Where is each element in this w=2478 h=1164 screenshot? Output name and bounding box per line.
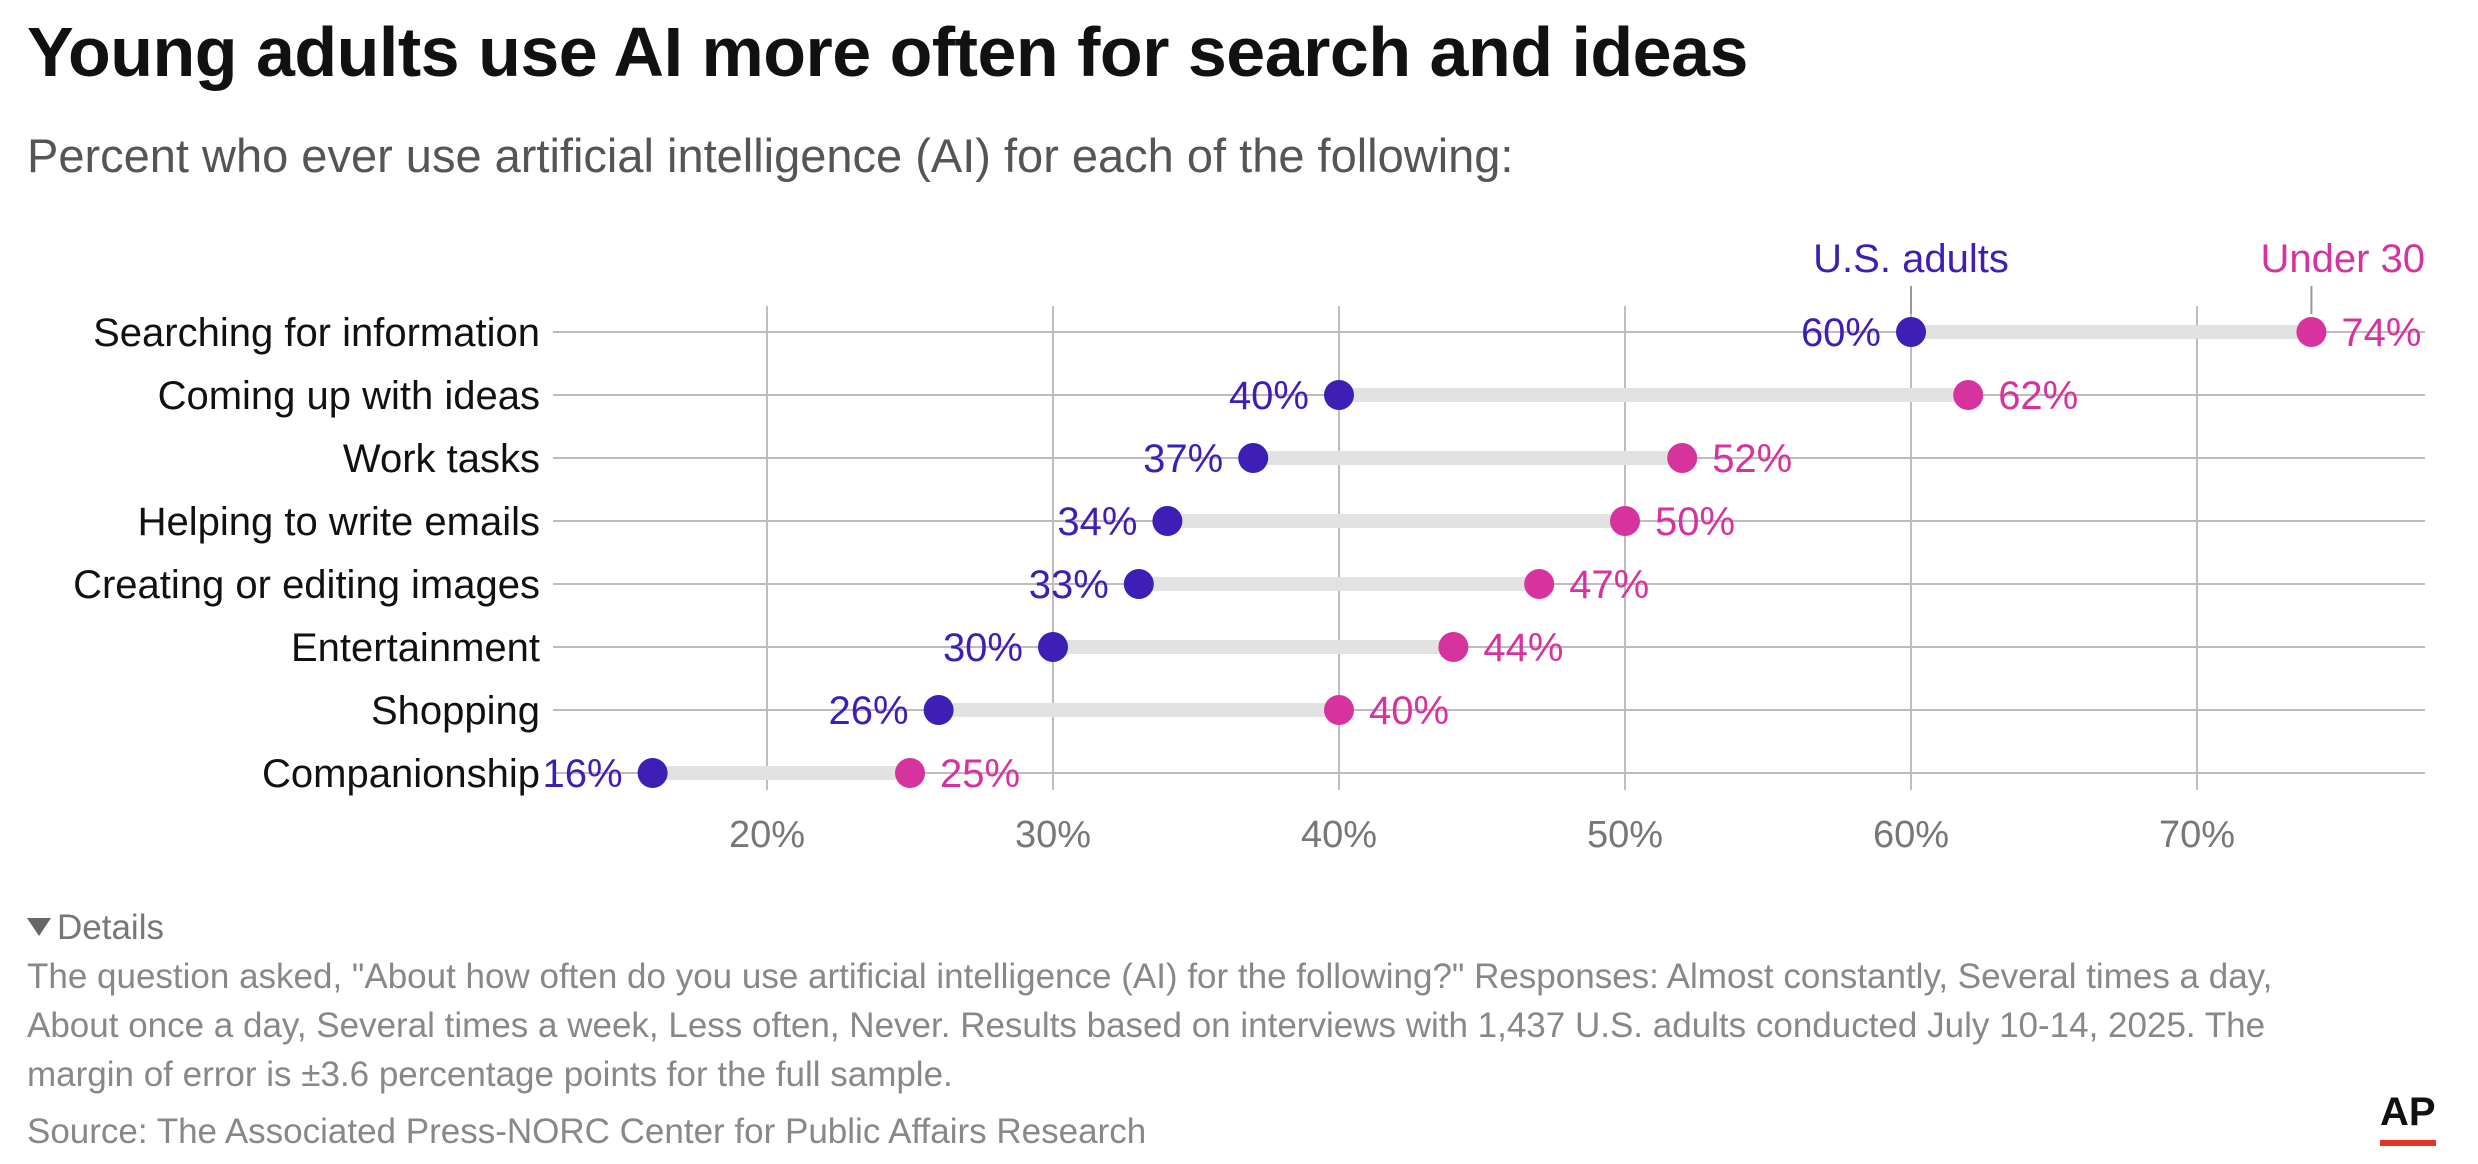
us-adults-dot [1152, 506, 1183, 536]
us-adults-dot [1123, 569, 1154, 599]
triangle-down-icon [27, 918, 51, 936]
x-tick-label: 40% [1301, 814, 1377, 856]
chart-title: Young adults use AI more often for searc… [27, 13, 1748, 91]
us-adults-value-label: 30% [943, 626, 1023, 670]
details-label: Details [57, 908, 164, 947]
us-adults-value-label: 37% [1143, 437, 1223, 481]
ap-logo-underline [2380, 1140, 2436, 1146]
series-label-us-adults: U.S. adults [1813, 237, 2009, 281]
under-30-dot [1324, 695, 1354, 725]
under-30-value-label: 50% [1655, 500, 1735, 544]
us-adults-dot [1896, 317, 1926, 347]
under-30-dot [1610, 506, 1640, 536]
category-label: Entertainment [291, 626, 540, 670]
chart-subtitle: Percent who ever use artificial intellig… [27, 129, 1514, 182]
under-30-value-label: 52% [1712, 437, 1792, 481]
us-adults-dot [637, 758, 668, 788]
under-30-value-label: 40% [1369, 689, 1449, 733]
source-note: Source: The Associated Press-NORC Center… [27, 1112, 1147, 1151]
us-adults-value-label: 26% [829, 689, 909, 733]
us-adults-value-label: 60% [1801, 311, 1881, 355]
under-30-dot [1667, 443, 1698, 473]
us-adults-dot [923, 695, 954, 725]
details-text: The question asked, "About how often do … [27, 957, 2273, 1094]
series-label-under-30: Under 30 [2260, 237, 2425, 281]
x-tick-label: 70% [2159, 814, 2235, 856]
x-tick-label: 20% [729, 814, 805, 856]
under-30-value-label: 74% [2341, 311, 2421, 355]
us-adults-dot [1238, 443, 1269, 473]
us-adults-value-label: 33% [1029, 563, 1109, 607]
us-adults-value-label: 40% [1229, 374, 1309, 418]
ap-logo: AP [2380, 1090, 2436, 1134]
x-tick-label: 50% [1587, 814, 1663, 856]
category-label: Coming up with ideas [158, 374, 540, 418]
x-tick-label: 60% [1873, 814, 1949, 856]
under-30-dot [1953, 380, 1984, 410]
category-label: Helping to write emails [138, 500, 540, 544]
under-30-dot [1524, 569, 1555, 599]
category-label: Creating or editing images [73, 563, 540, 607]
under-30-value-label: 47% [1569, 563, 1649, 607]
category-label: Shopping [371, 689, 540, 733]
under-30-value-label: 44% [1483, 626, 1563, 670]
category-label: Work tasks [343, 437, 540, 481]
details-toggle[interactable]: Details [27, 908, 164, 948]
under-30-value-label: 25% [940, 752, 1020, 796]
under-30-dot [1438, 632, 1469, 662]
under-30-dot [895, 758, 925, 788]
dot-range-chart: 20% 30% 40% 50% 60% 70% Searching for informat… [73, 237, 2425, 856]
us-adults-dot [1038, 632, 1068, 662]
under-30-value-label: 62% [1998, 374, 2078, 418]
category-label: Companionship [262, 752, 540, 796]
us-adults-dot [1324, 380, 1354, 410]
category-label: Searching for information [93, 311, 540, 355]
us-adults-value-label: 16% [543, 752, 623, 796]
us-adults-value-label: 34% [1057, 500, 1137, 544]
x-tick-label: 30% [1015, 814, 1091, 856]
under-30-dot [2296, 317, 2327, 347]
